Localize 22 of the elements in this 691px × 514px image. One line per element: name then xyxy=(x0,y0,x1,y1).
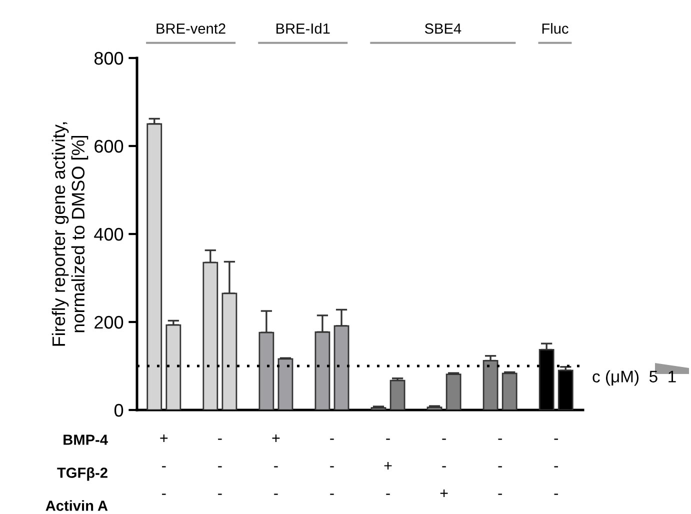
category-label: + - - xyxy=(160,434,168,495)
y-tick-label: 800 xyxy=(94,52,124,65)
category-label: - - - xyxy=(554,438,558,495)
category-label: - - - xyxy=(218,438,222,495)
y-tick-label: 400 xyxy=(94,228,124,241)
category-label: - - + xyxy=(440,438,448,498)
y-tick-label: 600 xyxy=(94,140,124,153)
category-label: - - - xyxy=(498,438,502,495)
text: TGFβ-2 xyxy=(57,467,108,481)
category-label: - - - xyxy=(330,438,334,495)
category-label: + - - xyxy=(272,434,280,495)
text: BRE-Id1 xyxy=(276,23,330,34)
y-axis-title: Firefly reporter gene activity, normalized to DMSO [%] xyxy=(52,122,88,346)
text: SBE4 xyxy=(424,23,462,34)
text: Fluc xyxy=(542,23,568,34)
text: Activin A xyxy=(46,500,108,511)
y-tick-label: 0 xyxy=(114,404,124,417)
text: BRE-vent2 xyxy=(156,23,226,34)
text: c (μM) 5 1 xyxy=(592,370,676,386)
category-label: - + - xyxy=(384,438,392,495)
y-tick-label: 200 xyxy=(94,316,124,329)
text: BMP-4 xyxy=(64,434,108,445)
